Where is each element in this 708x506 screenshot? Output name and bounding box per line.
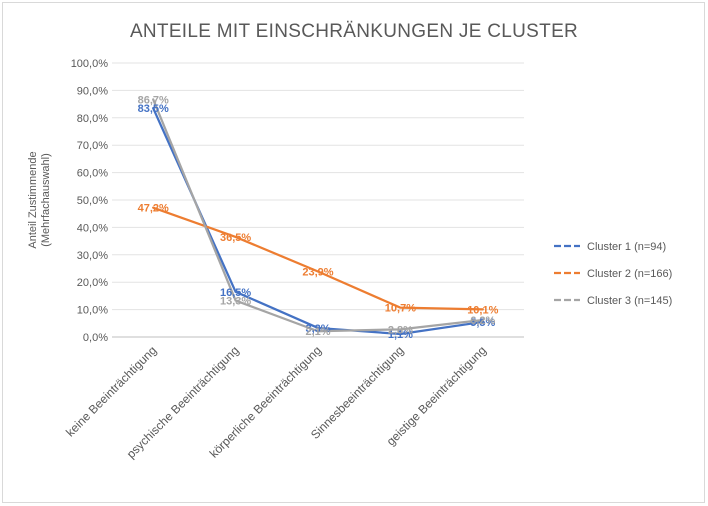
data-label: 6,2% <box>470 315 495 327</box>
data-label: 5,5% <box>470 317 495 329</box>
y-tick-label: 70,0% <box>77 140 108 152</box>
data-label: 3,3% <box>305 323 330 335</box>
y-tick-label: 50,0% <box>77 195 108 207</box>
y-tick-label: 80,0% <box>77 113 108 125</box>
y-tick-label: 0,0% <box>83 332 108 344</box>
data-label: 2,8% <box>388 324 413 336</box>
y-tick-label: 90,0% <box>77 85 108 97</box>
data-label: 36,5% <box>220 232 251 244</box>
legend-label: Cluster 3 (n=145) <box>587 295 672 307</box>
series-line-2 <box>152 206 484 311</box>
data-label: 86,7% <box>138 94 169 106</box>
data-label: 10,1% <box>467 304 498 316</box>
data-label: 47,2% <box>138 203 169 215</box>
data-label: 13,3% <box>220 296 251 308</box>
data-label: 1,1% <box>388 329 413 341</box>
y-tick-label: 20,0% <box>77 277 108 289</box>
y-tick-label: 40,0% <box>77 222 108 234</box>
y-tick-label: 30,0% <box>77 250 108 262</box>
chart-title: ANTEILE MIT EINSCHRÄNKUNGEN JE CLUSTER <box>130 21 578 42</box>
y-tick-label: 10,0% <box>77 305 108 317</box>
data-label: 83,5% <box>138 103 169 115</box>
x-category-label: Sinnesbeeinträchtigung <box>308 343 407 442</box>
data-label: 23,9% <box>302 267 333 279</box>
data-label: 10,7% <box>385 303 416 315</box>
y-axis-label: (Mehrfachauswahl) <box>40 153 52 247</box>
legend-label: Cluster 2 (n=166) <box>587 268 672 280</box>
data-label: 2,1% <box>305 326 330 338</box>
y-tick-label: 60,0% <box>77 168 108 180</box>
y-tick-label: 100,0% <box>71 58 109 70</box>
x-category-label: keine Beeinträchtigung <box>63 343 159 439</box>
data-label: 16,5% <box>220 287 251 299</box>
y-axis-label: Anteil Zustimmende <box>27 151 39 248</box>
legend-label: Cluster 1 (n=94) <box>587 241 666 253</box>
series-line-3 <box>152 98 484 333</box>
